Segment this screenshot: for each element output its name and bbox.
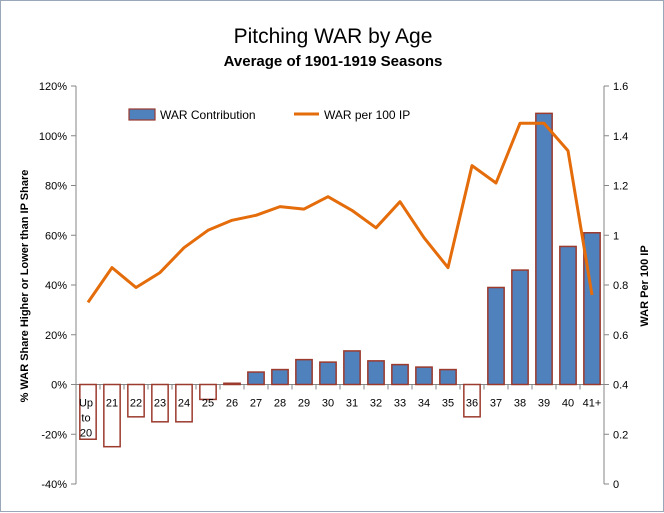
x-tick-label: 24 xyxy=(178,398,190,410)
y2-tick-label: 0.8 xyxy=(613,280,628,292)
bar-27 xyxy=(247,371,265,386)
x-tick-label: 34 xyxy=(418,398,430,410)
x-tick-label: 27 xyxy=(250,398,262,410)
bar-30 xyxy=(319,361,337,386)
bar-24 xyxy=(175,383,193,423)
y2-tick-label: 0.2 xyxy=(613,429,628,441)
x-tick-label-part: to xyxy=(81,413,90,425)
chart-title: Pitching WAR by Age xyxy=(234,25,433,48)
bar-up-to-20 xyxy=(79,383,97,440)
bar-31 xyxy=(343,350,361,386)
x-tick-label: 36 xyxy=(466,398,478,410)
y-tick-label: 120% xyxy=(39,81,67,93)
legend-label-war-per-100-ip: WAR per 100 IP xyxy=(324,108,410,122)
bar-23 xyxy=(151,383,169,423)
bar-29 xyxy=(295,358,313,386)
x-tick-label: 32 xyxy=(370,398,382,410)
x-tick-label: 28 xyxy=(274,398,286,410)
y-tick-label: 0% xyxy=(51,380,67,392)
y-tick-label: 40% xyxy=(45,280,67,292)
x-tick-label: Up to 20 xyxy=(79,398,93,440)
x-tick-label: 30 xyxy=(322,398,334,410)
y-axis-title: % WAR Share Higher or Lower than IP Shar… xyxy=(19,170,31,403)
legend: WAR Contribution WAR per 100 IP xyxy=(128,108,410,122)
x-tick-label: 33 xyxy=(394,398,406,410)
legend-swatch-war-contribution xyxy=(128,108,156,121)
bar-33 xyxy=(391,363,409,386)
bar-series xyxy=(79,112,601,448)
x-tick-label-part: 20 xyxy=(80,428,92,440)
x-tick-label: 31 xyxy=(346,398,358,410)
y-tick-label: -40% xyxy=(41,479,67,491)
x-tick-label: 35 xyxy=(442,398,454,410)
y2-tick-label: 0.4 xyxy=(613,380,628,392)
y-tick-label: 60% xyxy=(45,230,67,242)
y2-tick-label: 1.2 xyxy=(613,181,628,193)
chart-subtitle: Average of 1901-1919 Seasons xyxy=(224,53,443,70)
x-tick-label-part: Up xyxy=(79,398,93,410)
legend-label-war-contribution: WAR Contribution xyxy=(160,108,256,122)
y-tick-label: 20% xyxy=(45,330,67,342)
x-tick-label: 29 xyxy=(298,398,310,410)
tick-labels: -40% -20% 0% 20% 40% 60% 80% 100% 120% 0 0.2 0.4 0.6… xyxy=(39,81,628,491)
x-tick-label: 21 xyxy=(106,398,118,410)
bar-40 xyxy=(559,245,577,386)
y2-tick-label: 0 xyxy=(613,479,619,491)
bar-39 xyxy=(535,112,553,386)
x-tick-label: 22 xyxy=(130,398,142,410)
bar-28 xyxy=(271,368,289,386)
bar-22 xyxy=(127,383,145,418)
y-tick-label: -20% xyxy=(41,429,67,441)
bar-26 xyxy=(223,382,241,386)
y-tick-label: 80% xyxy=(45,181,67,193)
bar-21 xyxy=(103,383,121,448)
y2-axis-title: WAR Per 100 IP xyxy=(639,245,651,326)
y-tick-label: 100% xyxy=(39,131,67,143)
x-tick-label: 25 xyxy=(202,398,214,410)
bar-32 xyxy=(367,360,385,386)
bar-25 xyxy=(199,383,217,401)
y2-tick-label: 0.6 xyxy=(613,330,628,342)
line-war-per-100-ip xyxy=(86,121,594,304)
bar-34 xyxy=(415,366,433,386)
x-tick-label: 40 xyxy=(562,398,574,410)
x-tick-label: 39 xyxy=(538,398,550,410)
x-tick-label: 26 xyxy=(226,398,238,410)
x-tick-label: 41+ xyxy=(583,398,602,410)
x-tick-label: 38 xyxy=(514,398,526,410)
x-tick-label: 37 xyxy=(490,398,502,410)
x-tick-label: 23 xyxy=(154,398,166,410)
bar-38 xyxy=(511,269,529,386)
y2-tick-label: 1 xyxy=(613,230,619,242)
bar-36 xyxy=(463,383,481,418)
line-series xyxy=(86,121,594,304)
bar-37 xyxy=(487,286,505,386)
bar-35 xyxy=(439,368,457,386)
y2-tick-label: 1.6 xyxy=(613,81,628,93)
y2-tick-label: 1.4 xyxy=(613,131,628,143)
